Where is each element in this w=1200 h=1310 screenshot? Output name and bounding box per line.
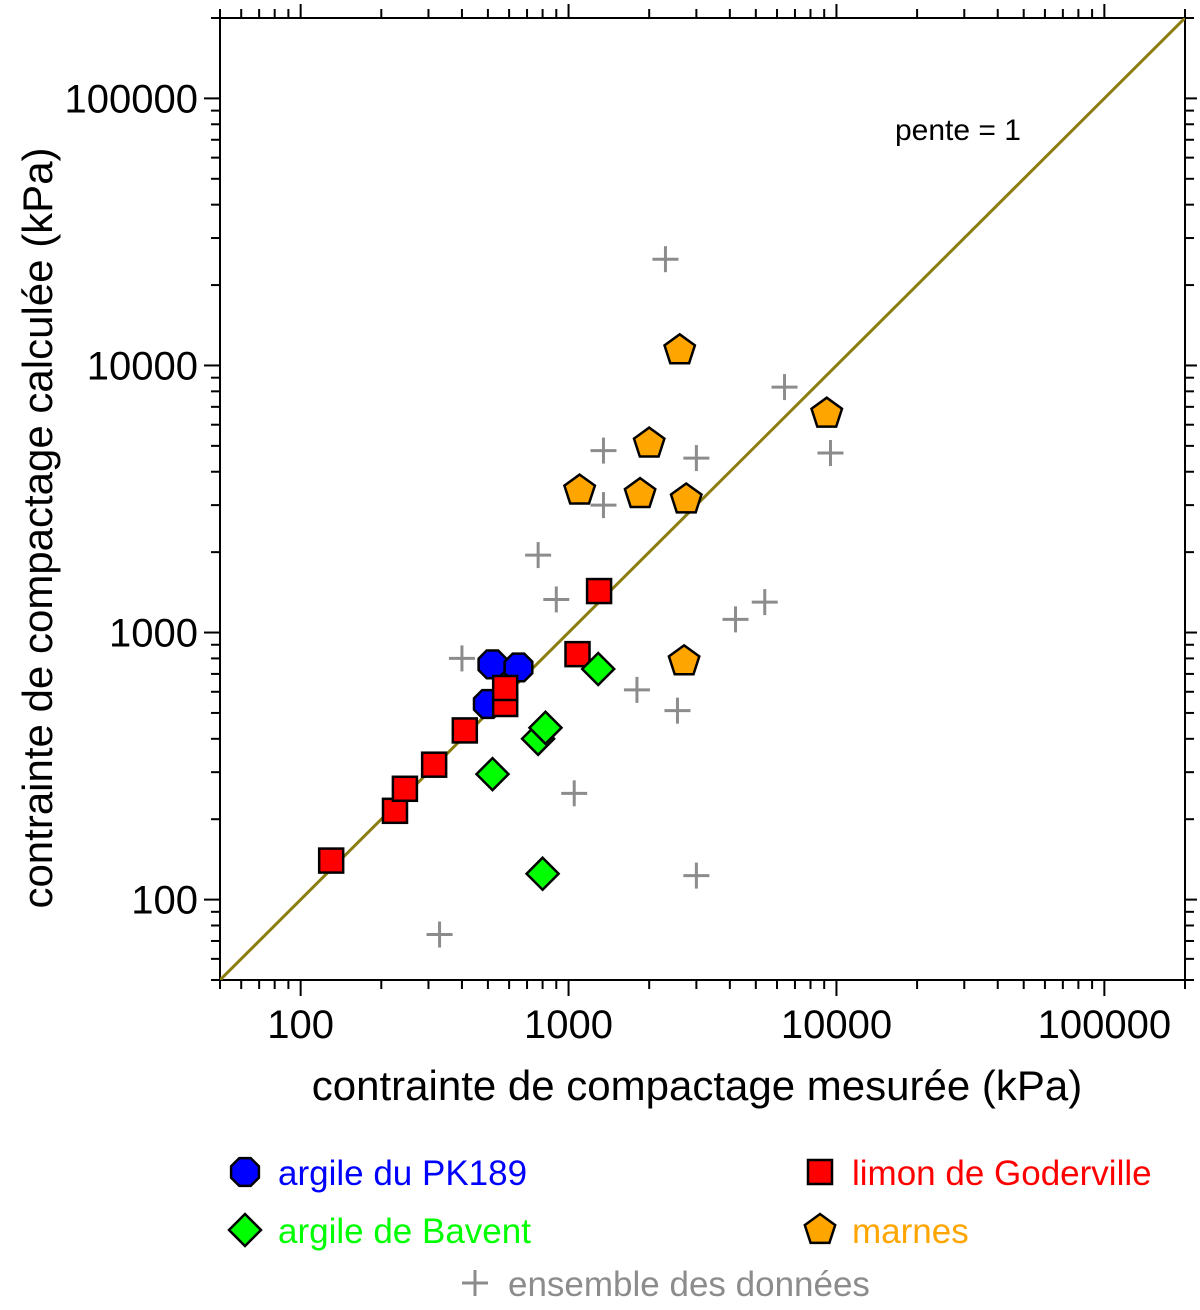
x-tick-label: 100000 — [1038, 1003, 1171, 1047]
legend-item-square: limon de Goderville — [806, 1154, 1152, 1193]
series-square — [317, 577, 613, 874]
data-point-pentagon — [562, 473, 597, 505]
data-point-pentagon — [667, 643, 701, 676]
data-point-plus — [543, 586, 570, 613]
data-point-pentagon — [663, 332, 697, 365]
data-point-pentagon — [810, 396, 844, 428]
y-axis-title: contrainte de compactage calculée (kPa) — [14, 147, 61, 908]
legend-label-plus: ensemble des données — [508, 1265, 870, 1304]
data-point-plus — [722, 606, 749, 633]
data-point-plus — [623, 676, 650, 703]
legend-label-octagon: argile du PK189 — [278, 1154, 527, 1193]
legend-marker-square — [806, 1158, 834, 1186]
data-point-plus — [561, 780, 588, 807]
data-point-square — [564, 640, 591, 668]
y-tick-label: 1000 — [109, 612, 198, 656]
legend-marker-diamond — [227, 1212, 263, 1248]
legend-label-pentagon: marnes — [852, 1212, 969, 1251]
data-point-plus — [652, 246, 679, 273]
legend: argile du PK189 limon de Goderville argile… — [227, 1154, 1152, 1304]
data-point-pentagon — [632, 426, 666, 458]
x-tick-label: 1000 — [524, 1003, 613, 1047]
data-point-square — [381, 797, 409, 825]
x-tick-label: 100 — [267, 1003, 334, 1047]
data-point-plus — [817, 440, 844, 467]
reference-line-group — [220, 18, 1185, 980]
data-point-square — [317, 847, 345, 874]
data-point-plus — [683, 862, 710, 889]
series-diamond — [474, 651, 616, 892]
axis-ticks — [204, 4, 1197, 996]
data-point-square — [491, 674, 519, 702]
data-point-plus — [426, 921, 453, 948]
data-point-plus — [771, 374, 798, 401]
data-points — [317, 246, 844, 948]
data-point-diamond — [527, 710, 564, 746]
plot-area: 100 1000 10000 100000 100 1000 10000 100000 — [65, 4, 1197, 1047]
legend-label-diamond: argile de Bavent — [278, 1212, 531, 1251]
legend-item-plus: ensemble des données — [462, 1265, 870, 1304]
data-point-plus — [590, 492, 617, 519]
data-point-octagon — [503, 652, 534, 683]
y-tick-label: 10000 — [87, 344, 198, 388]
legend-item-diamond: argile de Bavent — [227, 1212, 531, 1251]
slope-annotation: pente = 1 — [895, 114, 1021, 147]
data-point-plus — [751, 589, 778, 616]
data-point-square — [451, 717, 479, 744]
data-point-square — [420, 751, 448, 778]
data-point-plus — [590, 437, 617, 464]
reference-line — [220, 18, 1185, 980]
data-point-plus — [683, 445, 710, 472]
data-point-diamond — [474, 756, 511, 792]
y-tick-label: 100000 — [65, 77, 198, 121]
legend-marker-octagon — [229, 1156, 261, 1188]
data-point-square — [585, 577, 613, 605]
legend-item-pentagon: marnes — [803, 1212, 969, 1251]
y-tick-label: 100 — [131, 879, 198, 923]
series-pentagon — [562, 332, 844, 676]
data-point-octagon — [477, 649, 508, 680]
data-point-diamond — [580, 651, 616, 687]
data-point-diamond — [524, 855, 561, 892]
x-axis-title: contrainte de compactage mesurée (kPa) — [312, 1062, 1082, 1109]
data-point-plus — [664, 697, 691, 724]
data-point-plus — [525, 542, 552, 569]
legend-marker-plus — [462, 1270, 488, 1296]
data-point-plus — [448, 645, 475, 672]
data-point-pentagon — [623, 476, 657, 509]
data-point-pentagon — [669, 481, 703, 514]
series-plus — [318, 246, 844, 948]
legend-item-octagon: argile du PK189 — [229, 1154, 527, 1193]
x-tick-label: 10000 — [781, 1003, 892, 1047]
legend-label-square: limon de Goderville — [852, 1154, 1152, 1193]
legend-marker-pentagon — [803, 1212, 837, 1245]
plot-frame — [219, 17, 1186, 981]
data-point-square — [391, 775, 419, 803]
